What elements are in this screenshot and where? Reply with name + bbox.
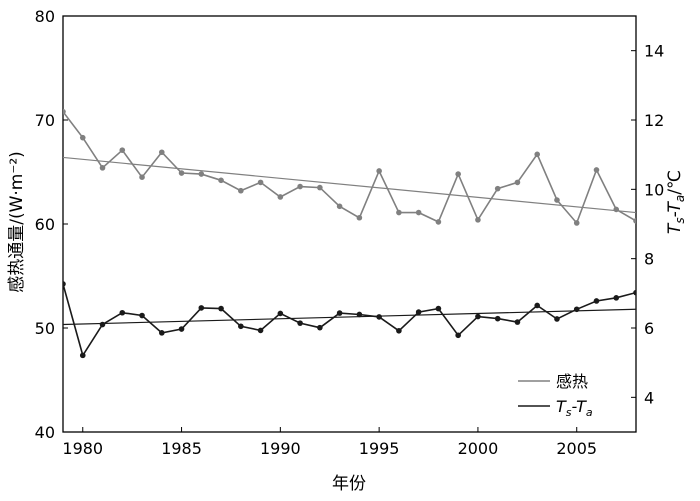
- data-point-ts-ta: [317, 324, 323, 331]
- y-axis-right-title: Ts-Ta/℃: [665, 170, 687, 234]
- data-point-sensible-heat: [297, 183, 303, 190]
- y-right-tick-label: 6: [644, 319, 654, 338]
- data-point-sensible-heat: [573, 220, 580, 226]
- data-point-sensible-heat: [218, 177, 224, 184]
- y-right-tick-label: 4: [644, 388, 654, 407]
- data-point-ts-ta: [514, 319, 521, 325]
- data-point-ts-ta: [633, 289, 636, 296]
- data-point-ts-ta: [613, 295, 620, 301]
- y-left-tick-label: 40: [35, 423, 55, 442]
- y-right-tick-label: 14: [644, 42, 664, 61]
- data-point-ts-ta: [534, 302, 541, 309]
- data-point-sensible-heat: [139, 174, 145, 180]
- data-point-ts-ta: [415, 309, 422, 315]
- data-point-sensible-heat: [613, 206, 620, 213]
- trend-line-sensible-heat: [63, 156, 636, 214]
- data-point-ts-ta: [494, 315, 501, 322]
- data-point-sensible-heat: [336, 203, 343, 210]
- data-point-ts-ta: [475, 313, 481, 320]
- data-point-ts-ta: [376, 314, 382, 320]
- legend-label-ts-ta: Ts-Ta: [556, 397, 593, 419]
- data-point-ts-ta: [218, 305, 224, 312]
- data-point-sensible-heat: [119, 147, 126, 153]
- data-point-sensible-heat: [277, 194, 284, 200]
- data-point-sensible-heat: [455, 171, 461, 177]
- series-ts-ta: [63, 281, 636, 359]
- y-left-tick-label: 70: [35, 111, 55, 130]
- data-point-sensible-heat: [514, 179, 521, 186]
- data-point-ts-ta: [158, 330, 165, 336]
- data-point-sensible-heat: [396, 209, 402, 216]
- data-point-sensible-heat: [158, 149, 165, 156]
- y-right-tick-label: 8: [644, 250, 654, 269]
- x-tick-label: 2005: [556, 439, 597, 458]
- trend-line-ts-ta: [63, 308, 636, 326]
- data-point-sensible-heat: [633, 218, 636, 224]
- data-point-sensible-heat: [494, 185, 501, 192]
- x-tick-label: 1990: [260, 439, 301, 458]
- data-point-ts-ta: [178, 326, 185, 332]
- data-point-sensible-heat: [435, 219, 442, 225]
- series-line-ts-ta: [63, 283, 636, 358]
- y-right-tick-label: 12: [644, 111, 664, 130]
- y-right-tick-label: 10: [644, 180, 664, 199]
- series-sensible-heat: [63, 108, 636, 226]
- x-tick-label: 2000: [458, 439, 499, 458]
- data-point-sensible-heat: [317, 184, 323, 191]
- data-point-ts-ta: [435, 305, 442, 312]
- data-point-ts-ta: [139, 312, 145, 319]
- data-point-sensible-heat: [79, 134, 86, 141]
- data-point-ts-ta: [573, 306, 580, 313]
- series-line-sensible-heat: [63, 111, 636, 225]
- data-point-ts-ta: [396, 327, 402, 334]
- data-point-ts-ta: [336, 310, 343, 316]
- data-point-ts-ta: [238, 323, 244, 330]
- data-point-sensible-heat: [63, 108, 66, 115]
- data-point-sensible-heat: [376, 168, 382, 174]
- data-point-ts-ta: [119, 309, 126, 316]
- data-point-ts-ta: [63, 281, 66, 287]
- data-point-ts-ta: [455, 332, 461, 339]
- data-point-sensible-heat: [198, 171, 205, 177]
- x-tick-label: 1995: [359, 439, 400, 458]
- data-point-ts-ta: [356, 311, 363, 318]
- data-point-sensible-heat: [415, 209, 422, 216]
- plot-elements: 1980 1985 1990 1995 2000 2005 40 50 60 70 80 4 6 8 10 1…: [35, 7, 665, 458]
- data-point-sensible-heat: [475, 217, 481, 223]
- data-point-ts-ta: [593, 298, 600, 304]
- data-point-sensible-heat: [593, 167, 600, 173]
- data-point-ts-ta: [297, 320, 303, 326]
- data-point-ts-ta: [257, 327, 264, 334]
- x-tick-label: 1980: [62, 439, 103, 458]
- data-point-sensible-heat: [257, 179, 264, 186]
- legend: 感热 Ts-Ta: [518, 372, 593, 419]
- x-axis-title: 年份: [332, 474, 366, 494]
- data-point-sensible-heat: [534, 151, 541, 158]
- data-point-sensible-heat: [178, 170, 185, 176]
- y-left-tick-label: 80: [35, 7, 55, 26]
- data-point-sensible-heat: [99, 165, 106, 171]
- data-point-ts-ta: [554, 316, 560, 322]
- y-axis-left-title: 感热通量/(W·m⁻²): [7, 151, 27, 293]
- data-point-sensible-heat: [554, 197, 560, 203]
- y-left-tick-label: 60: [35, 215, 55, 234]
- y-left-tick-label: 50: [35, 319, 55, 338]
- data-point-ts-ta: [198, 305, 205, 311]
- data-point-ts-ta: [99, 321, 106, 328]
- plot-frame: [62, 15, 637, 433]
- data-point-sensible-heat: [238, 187, 244, 194]
- data-point-sensible-heat: [356, 214, 363, 221]
- data-point-ts-ta: [277, 310, 284, 317]
- x-tick-label: 1985: [161, 439, 202, 458]
- legend-label-sensible-heat: 感热: [556, 372, 588, 391]
- data-point-ts-ta: [79, 352, 86, 359]
